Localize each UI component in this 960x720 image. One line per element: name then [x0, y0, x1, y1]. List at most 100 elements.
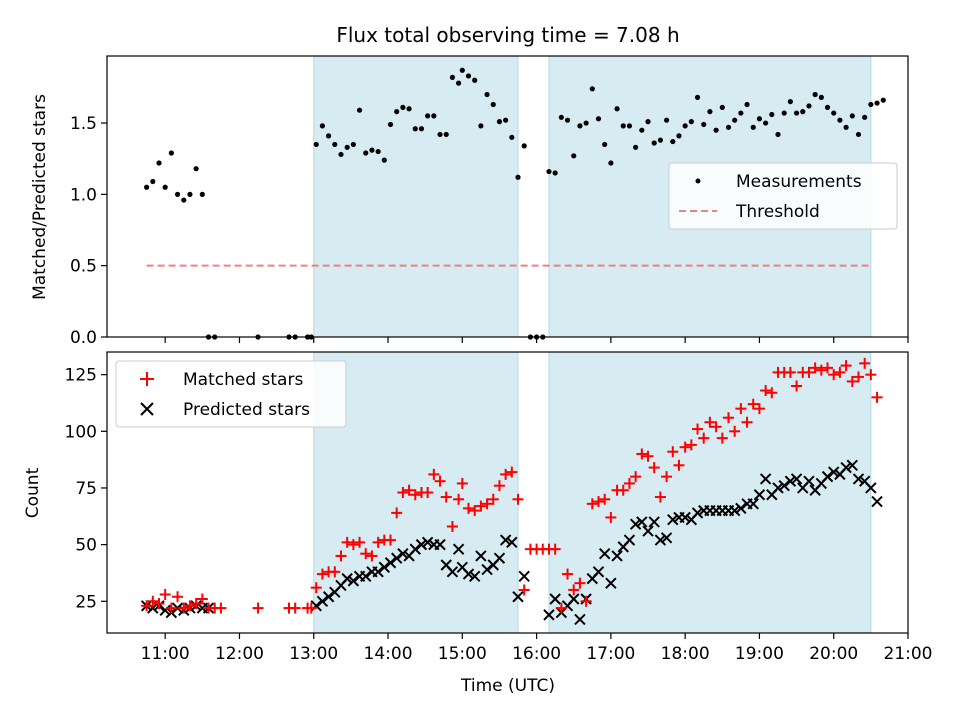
- predicted-point: [384, 557, 397, 569]
- measurement-point: [400, 104, 406, 110]
- matched-point: [493, 480, 505, 492]
- matched-point: [623, 477, 635, 489]
- matched-point: [846, 375, 858, 387]
- matched-point: [865, 369, 877, 381]
- predicted-point: [499, 534, 512, 546]
- measurement-point: [688, 119, 694, 125]
- top-y-ticks: 0.0 0.5 1.0 1.5: [70, 114, 107, 348]
- matched-point: [500, 468, 512, 480]
- matched-point: [316, 568, 328, 580]
- matched-point: [409, 489, 421, 501]
- predicted-point: [852, 473, 865, 485]
- predicted-point: [347, 575, 360, 587]
- predicted-point: [667, 513, 679, 526]
- matched-point: [354, 536, 366, 548]
- matched-point: [141, 600, 153, 612]
- top-data-marks: [144, 67, 886, 340]
- measurement-point: [744, 101, 750, 108]
- predicted-point: [462, 568, 475, 580]
- matched-point: [428, 468, 440, 480]
- matched-point: [518, 584, 530, 596]
- predicted-point: [390, 552, 403, 564]
- predicted-point: [846, 459, 858, 472]
- predicted-point: [446, 566, 459, 578]
- measurement-point: [868, 101, 874, 108]
- measurement-point: [552, 170, 558, 176]
- measurement-point: [657, 137, 663, 143]
- predicted-point: [481, 563, 493, 576]
- predicted-point: [452, 543, 465, 555]
- measurement-point: [719, 104, 725, 110]
- predicted-point: [568, 593, 580, 605]
- matched-point: [809, 362, 821, 374]
- measurement-point: [449, 74, 456, 80]
- predicted-point: [679, 511, 691, 524]
- matched-point: [716, 432, 728, 444]
- x-tick-label: 19:00: [735, 644, 784, 664]
- matched-point: [506, 466, 518, 478]
- matched-point: [747, 398, 759, 410]
- x-tick-label: 11:00: [141, 644, 190, 664]
- measurement-point: [670, 138, 676, 145]
- measurement-point: [181, 197, 187, 203]
- measurement-point: [880, 97, 886, 103]
- legend-measurements-marker: [695, 178, 701, 184]
- y-tick-label: 0.0: [70, 328, 97, 348]
- predicted-point: [147, 602, 159, 614]
- measurement-point: [338, 151, 344, 158]
- matched-point: [617, 484, 629, 496]
- predicted-point: [753, 489, 766, 501]
- predicted-point: [778, 479, 790, 492]
- matched-point: [305, 602, 317, 614]
- predicted-point: [654, 534, 667, 546]
- measurement-point: [874, 100, 880, 106]
- matched-point: [753, 403, 765, 415]
- measurement-point: [478, 123, 484, 129]
- matched-point: [453, 493, 465, 505]
- matched-point: [335, 550, 347, 562]
- matched-point: [403, 484, 415, 496]
- predicted-point: [378, 561, 391, 573]
- measurement-point: [763, 120, 769, 126]
- matched-point: [481, 498, 493, 510]
- measurement-point: [732, 117, 738, 123]
- predicted-point: [828, 466, 840, 478]
- measurement-point: [387, 121, 394, 128]
- y-tick-label: 25: [75, 592, 97, 612]
- measurement-point: [769, 111, 775, 118]
- measurement-point: [843, 124, 849, 130]
- measurement-point: [490, 101, 496, 108]
- predicted-point: [611, 550, 623, 562]
- y-tick-label: 75: [75, 479, 97, 499]
- predicted-point: [636, 516, 648, 528]
- measurement-point: [818, 94, 824, 100]
- matched-point: [586, 498, 598, 510]
- matched-point: [605, 511, 617, 523]
- measurement-point: [503, 117, 509, 123]
- predicted-point: [623, 534, 636, 546]
- matched-point: [654, 491, 666, 503]
- matched-point: [648, 462, 660, 474]
- matched-point: [469, 505, 481, 517]
- top-x-ticks: [164, 337, 909, 343]
- matched-point: [385, 534, 397, 546]
- measurement-point: [633, 144, 639, 150]
- predicted-point: [468, 570, 481, 583]
- measurement-point: [806, 103, 812, 109]
- predicted-point: [648, 516, 660, 528]
- matched-point: [341, 536, 353, 548]
- measurement-point: [750, 124, 756, 130]
- matched-point: [599, 493, 611, 505]
- measurement-point: [509, 134, 515, 140]
- matched-point: [673, 459, 685, 471]
- measurement-point: [775, 131, 781, 138]
- predicted-point: [322, 591, 335, 603]
- predicted-point: [475, 550, 487, 562]
- predicted-point: [605, 577, 617, 589]
- measurement-point: [313, 141, 319, 148]
- y-tick-label: 125: [65, 366, 97, 386]
- predicted-point: [518, 570, 530, 583]
- measurement-point: [332, 141, 338, 148]
- x-axis-label: Time (UTC): [460, 676, 555, 696]
- matched-point: [803, 366, 815, 378]
